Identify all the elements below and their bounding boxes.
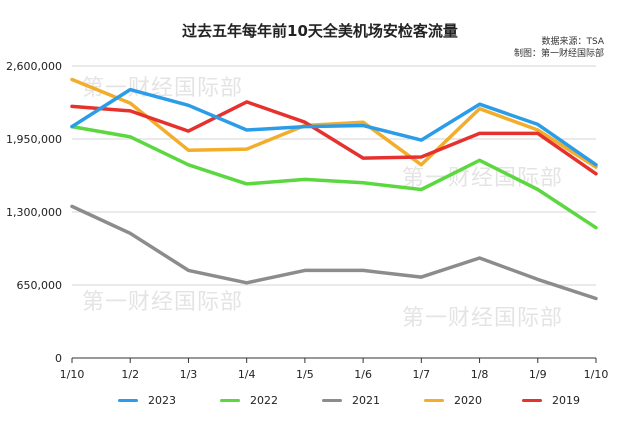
legend-swatch <box>220 399 240 402</box>
x-tick-label: 1/8 <box>471 368 489 381</box>
credit-note: 制图：第一财经国际部 <box>513 49 604 59</box>
legend-label: 2022 <box>250 394 278 407</box>
x-tick-label: 1/4 <box>238 368 256 381</box>
x-tick-label: 1/10 <box>584 368 609 381</box>
watermark-3: 第一财经国际部 <box>82 290 244 315</box>
y-tick-label: 0 <box>55 352 62 365</box>
legend-swatch <box>118 399 138 402</box>
source-note: 数据来源：TSA <box>541 37 604 47</box>
series-line-2019 <box>70 100 598 176</box>
y-tick-label: 2,600,000 <box>6 60 62 73</box>
y-tick-label: 1,950,000 <box>6 133 62 146</box>
y-tick-label: 1,300,000 <box>6 206 62 219</box>
x-tick-label: 1/9 <box>529 368 547 381</box>
legend-item-2021: 2021 <box>322 394 380 407</box>
x-tick-label: 1/3 <box>180 368 198 381</box>
legend-swatch <box>522 399 542 402</box>
legend-item-2019: 2019 <box>522 394 580 407</box>
watermark-4: 第一财经国际部 <box>402 306 564 331</box>
x-tick-label: 1/6 <box>354 368 372 381</box>
series-line-2020 <box>70 77 598 169</box>
series-line-2022 <box>70 124 598 230</box>
legend-item-2022: 2022 <box>220 394 278 407</box>
x-axis-tick-labels: 1/10 1/2 1/3 1/4 1/5 1/6 1/7 1/8 1/9 1/10 <box>60 358 609 381</box>
legend-label: 2020 <box>454 394 482 407</box>
legend-label: 2019 <box>552 394 580 407</box>
legend-swatch <box>322 399 342 402</box>
x-tick-label: 1/2 <box>121 368 139 381</box>
x-tick-label: 1/7 <box>412 368 430 381</box>
x-tick-label: 1/10 <box>60 368 85 381</box>
series-lines <box>70 77 598 301</box>
legend-item-2023: 2023 <box>118 394 176 407</box>
y-tick-label: 650,000 <box>17 279 63 292</box>
x-tick-label: 1/5 <box>296 368 314 381</box>
legend-label: 2023 <box>148 394 176 407</box>
series-line-2021 <box>70 204 598 301</box>
series-line-2023 <box>70 87 598 167</box>
legend: 2023 2022 2021 2020 2019 <box>0 394 640 410</box>
grid-lines <box>72 65 596 359</box>
legend-item-2020: 2020 <box>424 394 482 407</box>
y-axis-tick-labels: 0 650,000 1,300,000 1,950,000 2,600,000 <box>6 60 62 365</box>
chart-title: 过去五年每年前10天全美机场安检客流量 <box>182 22 458 40</box>
legend-swatch <box>424 399 444 402</box>
legend-label: 2021 <box>352 394 380 407</box>
